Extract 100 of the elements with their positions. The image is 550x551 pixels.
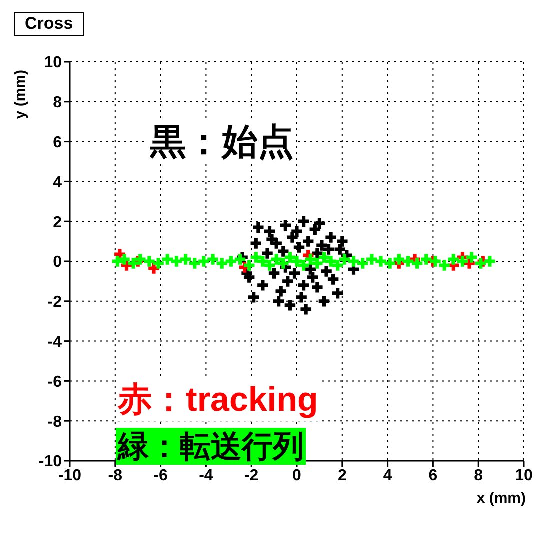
point xyxy=(258,256,268,267)
point xyxy=(226,256,237,267)
point xyxy=(268,268,280,279)
point xyxy=(457,256,468,267)
point xyxy=(384,258,396,269)
annotation: 黒：始点 xyxy=(148,120,296,164)
point xyxy=(208,254,218,265)
point xyxy=(276,286,286,297)
point xyxy=(284,252,296,263)
point xyxy=(248,292,260,303)
point xyxy=(234,254,246,265)
point xyxy=(430,256,441,267)
point xyxy=(339,254,350,265)
point xyxy=(244,260,255,271)
point xyxy=(296,292,307,303)
point xyxy=(312,282,323,293)
point xyxy=(305,254,316,265)
point xyxy=(135,254,146,265)
point xyxy=(273,296,284,307)
point xyxy=(171,256,182,267)
x-axis-title: x (mm) xyxy=(476,490,526,507)
y-tick-label: -10 xyxy=(38,454,62,471)
chart-title: Cross xyxy=(14,12,84,36)
point xyxy=(394,254,405,265)
point xyxy=(282,276,294,287)
point xyxy=(258,280,268,291)
point xyxy=(250,252,262,263)
x-tick-label: -2 xyxy=(244,467,259,484)
point xyxy=(280,220,292,231)
point xyxy=(144,256,155,267)
point xyxy=(376,256,386,267)
point xyxy=(466,252,478,263)
point xyxy=(264,226,276,237)
point xyxy=(216,258,228,269)
point xyxy=(162,254,173,265)
point xyxy=(250,238,262,249)
point xyxy=(198,256,210,267)
point xyxy=(294,242,305,253)
point xyxy=(271,254,282,265)
point xyxy=(266,234,278,245)
point xyxy=(318,296,330,307)
point xyxy=(357,258,368,269)
point xyxy=(314,218,326,229)
point xyxy=(328,274,339,285)
point xyxy=(119,254,130,265)
point xyxy=(298,216,310,227)
point xyxy=(334,244,346,255)
y-tick-label: -2 xyxy=(48,294,62,312)
point xyxy=(332,260,344,271)
point xyxy=(253,222,264,233)
point xyxy=(318,252,330,263)
point xyxy=(312,248,323,259)
x-tick-label: -6 xyxy=(154,467,168,484)
point xyxy=(284,300,296,311)
x-tick-label: 0 xyxy=(292,467,302,484)
point xyxy=(298,260,310,271)
annotation: 緑：転送行列 xyxy=(116,428,306,466)
y-tick-label: 6 xyxy=(53,134,62,152)
point xyxy=(262,248,273,259)
y-tick-label: -6 xyxy=(48,374,62,391)
y-tick-label: -8 xyxy=(48,414,62,431)
point xyxy=(298,280,310,291)
point xyxy=(321,266,332,277)
point xyxy=(153,258,164,269)
y-axis-title: y (mm) xyxy=(12,70,29,120)
point xyxy=(348,256,360,267)
point xyxy=(278,258,289,269)
point xyxy=(292,256,302,267)
point xyxy=(326,232,336,243)
x-tick-label: 4 xyxy=(383,467,392,484)
y-tick-label: 2 xyxy=(53,214,62,232)
y-tick-label: -4 xyxy=(48,334,62,351)
point xyxy=(439,260,450,271)
point xyxy=(289,268,300,279)
y-tick-label: 0 xyxy=(53,254,62,272)
point xyxy=(484,256,496,267)
x-tick-label: 6 xyxy=(428,467,438,484)
point xyxy=(300,304,312,315)
point xyxy=(448,254,459,265)
point xyxy=(180,254,192,265)
y-tick-label: 8 xyxy=(53,94,62,112)
point xyxy=(264,260,276,271)
point xyxy=(128,258,139,269)
point xyxy=(189,258,200,269)
point xyxy=(292,226,302,237)
point xyxy=(332,288,344,299)
y-tick-label: 10 xyxy=(44,54,62,72)
point xyxy=(312,258,323,269)
point xyxy=(337,236,348,247)
y-tick-label: 4 xyxy=(53,174,62,192)
point xyxy=(402,256,414,267)
point xyxy=(323,244,334,255)
point xyxy=(302,236,314,247)
x-tick-label: 8 xyxy=(474,467,484,484)
x-tick-label: 2 xyxy=(338,467,347,484)
annotation: 赤：tracking xyxy=(116,380,320,421)
point xyxy=(326,256,336,267)
point xyxy=(366,254,378,265)
point xyxy=(308,272,318,283)
point xyxy=(316,240,328,251)
